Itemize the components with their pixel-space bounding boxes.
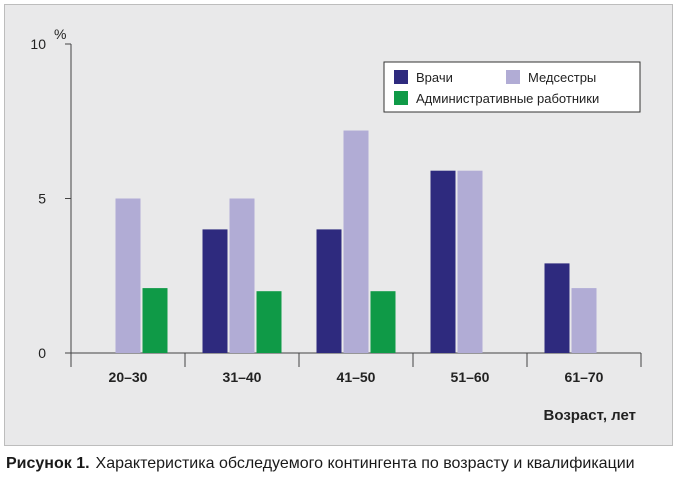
caption-text: Характеристика обследуемого контингента … xyxy=(95,455,635,472)
bar-2 xyxy=(457,170,483,353)
bar-3 xyxy=(142,288,168,353)
legend-swatch xyxy=(506,70,520,84)
legend-label: Врачи xyxy=(416,70,453,85)
bar-2 xyxy=(571,288,597,353)
x-tick-label: 51–60 xyxy=(451,369,490,385)
bar-3 xyxy=(256,291,282,353)
legend-label: Медсестры xyxy=(528,70,596,85)
bar-2 xyxy=(115,198,141,353)
y-tick-label: 10 xyxy=(30,36,46,52)
bar-1 xyxy=(316,229,342,353)
x-axis-label: Возраст, лет xyxy=(544,407,636,424)
bar-1 xyxy=(202,229,228,353)
bar-2 xyxy=(343,130,369,353)
y-tick-label: 5 xyxy=(38,191,46,207)
bar-1 xyxy=(544,263,570,353)
figure-caption: Рисунок 1. Характеристика обследуемого ко… xyxy=(6,455,646,473)
legend-label: Административные работники xyxy=(416,91,599,106)
bar-2 xyxy=(229,198,255,353)
x-tick-label: 41–50 xyxy=(337,369,376,385)
x-tick-label: 61–70 xyxy=(565,369,604,385)
bar-3 xyxy=(370,291,396,353)
bar-1 xyxy=(430,170,456,353)
legend-swatch xyxy=(394,70,408,84)
bar-chart: 0 5 10% 20–30 31–40 41–50 51–60 61–70 Возраст, л… xyxy=(30,26,642,424)
y-axis-label: % xyxy=(54,26,66,42)
y-tick-label: 0 xyxy=(38,345,46,361)
x-tick-label: 20–30 xyxy=(109,369,148,385)
legend-swatch xyxy=(394,91,408,105)
x-tick-label: 31–40 xyxy=(223,369,262,385)
caption-lead: Рисунок 1. xyxy=(6,455,90,472)
